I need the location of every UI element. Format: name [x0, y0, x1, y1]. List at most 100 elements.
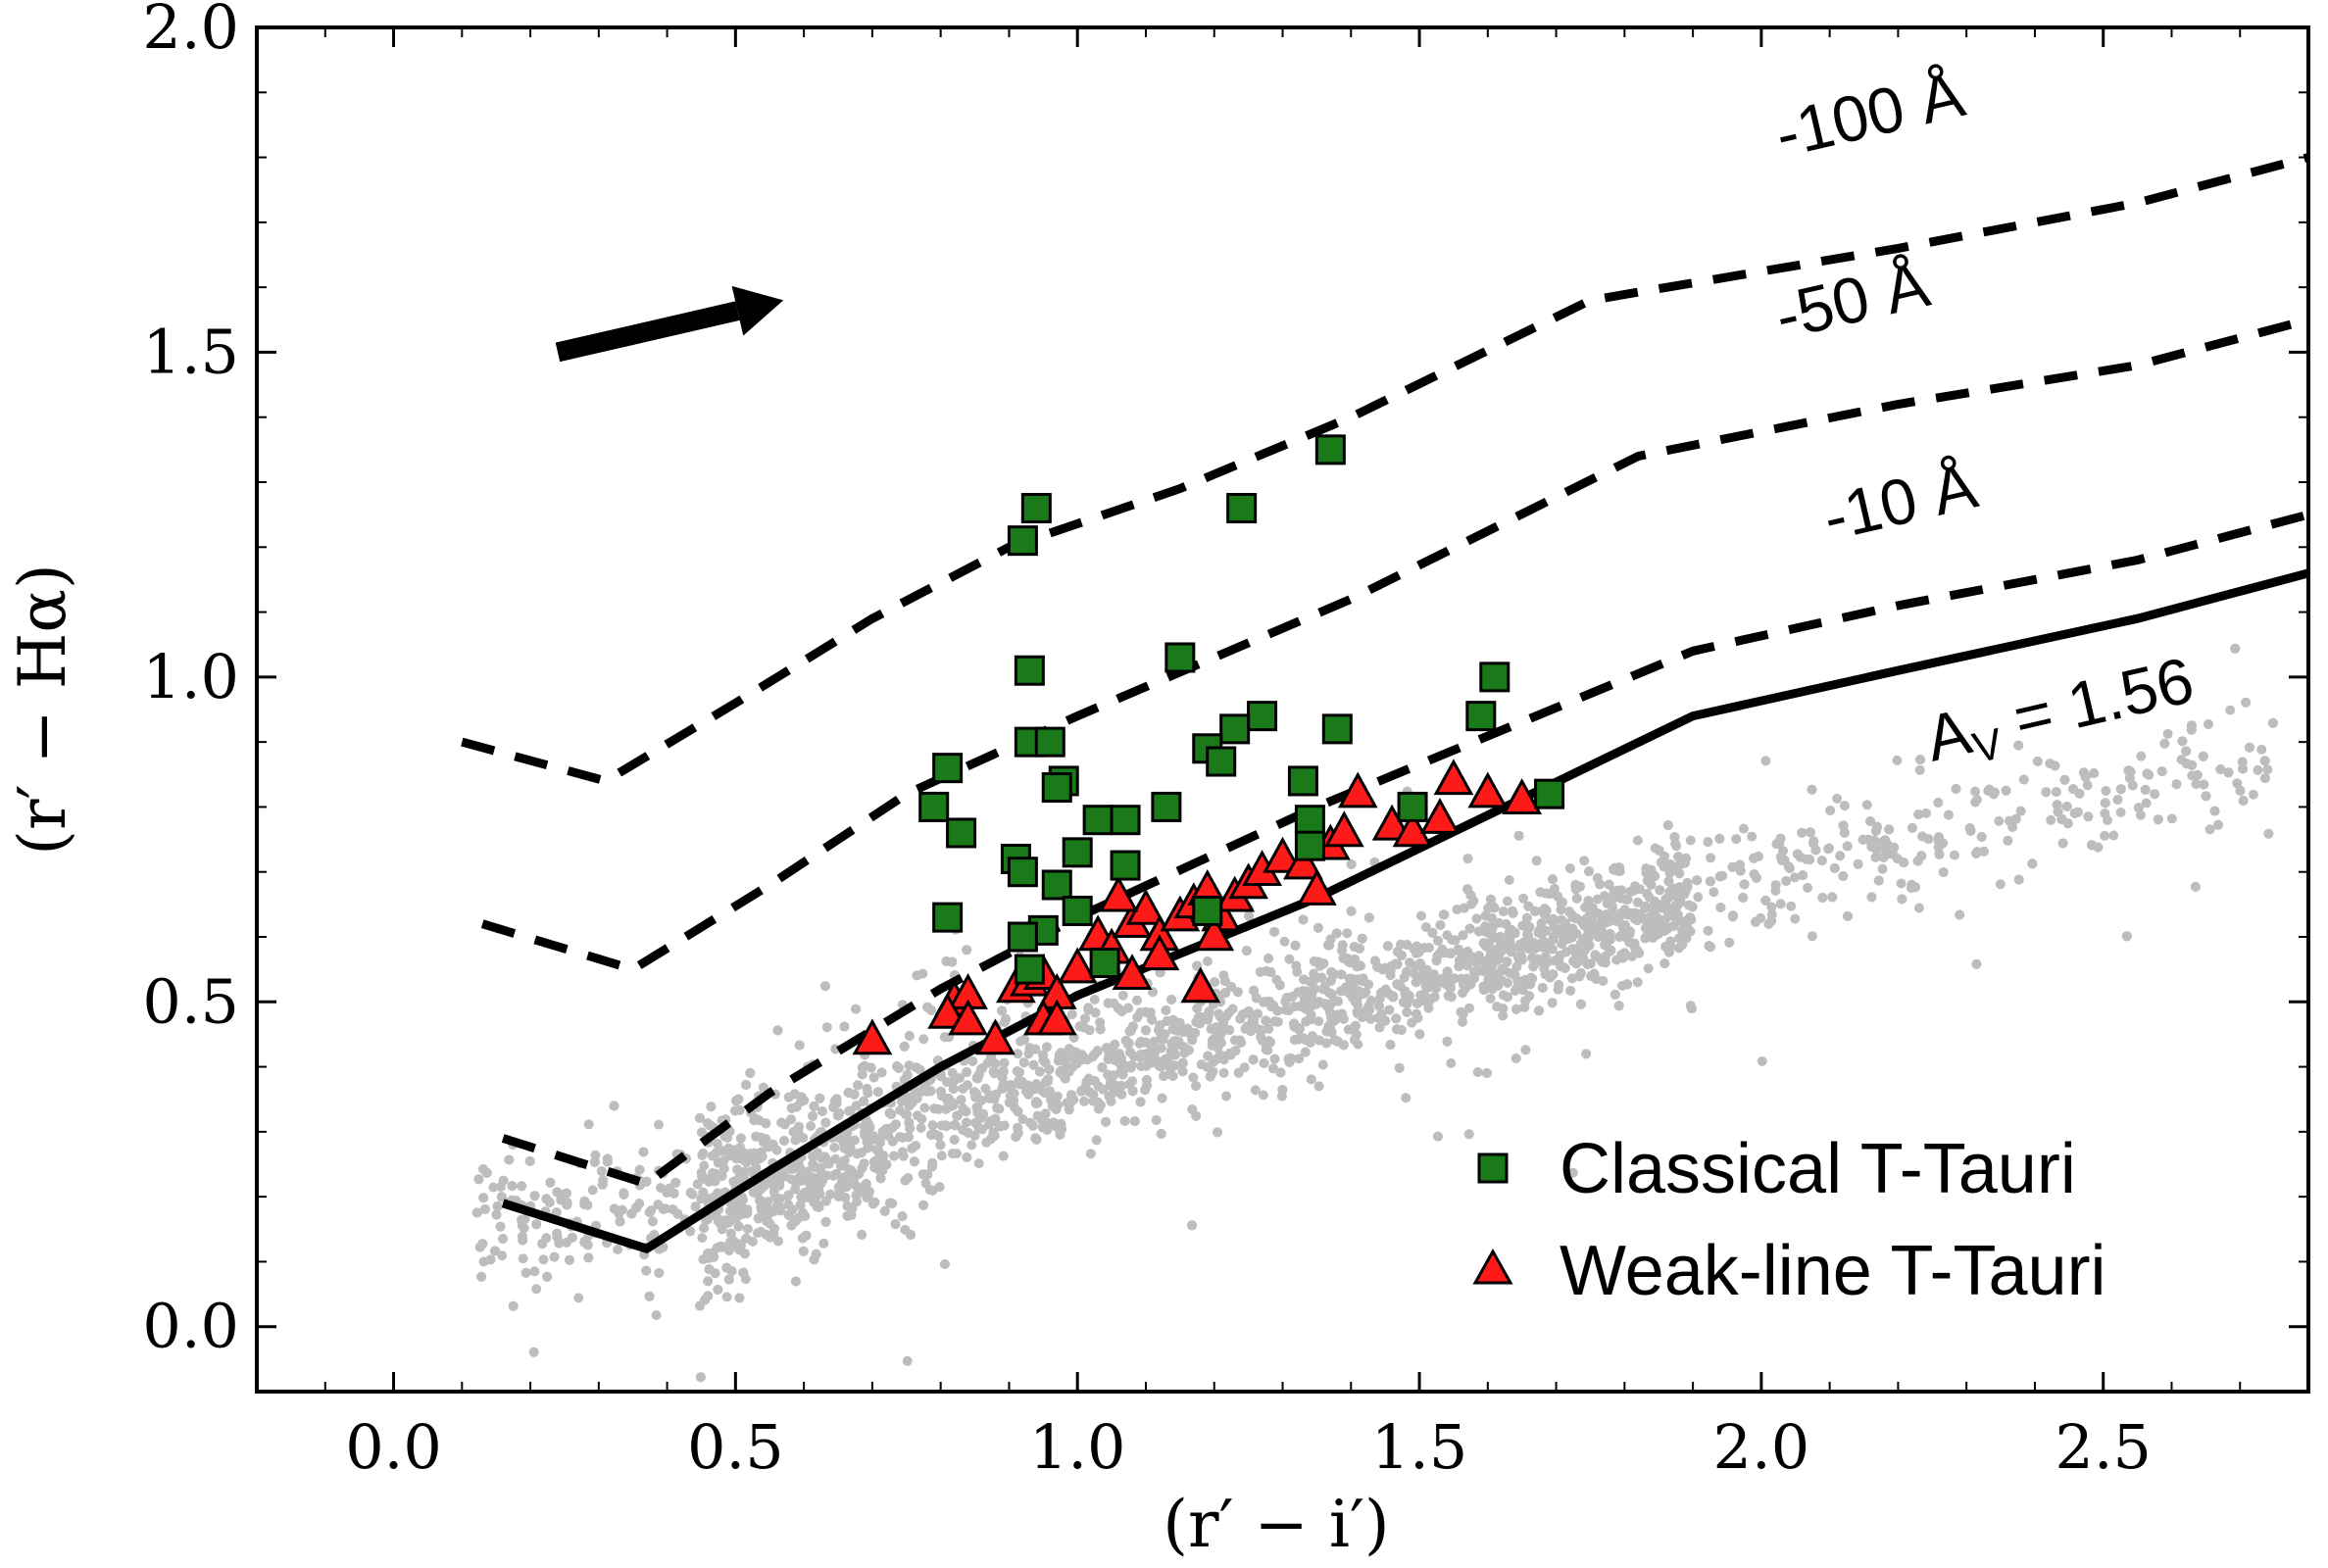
field-star-point: [1630, 943, 1641, 953]
field-star-point: [1790, 913, 1801, 924]
field-star-point: [1352, 1006, 1362, 1017]
field-star-point: [1585, 958, 1596, 969]
field-star-point: [2166, 813, 2177, 824]
field-star-point: [1829, 862, 1840, 873]
field-star-point: [1213, 1127, 1223, 1138]
field-star-point: [1896, 878, 1907, 889]
field-star-point: [1709, 887, 1719, 898]
field-star-point: [1205, 1071, 1215, 1082]
field-star-point: [860, 1130, 870, 1141]
field-star-point: [1221, 1091, 1231, 1102]
field-star-point: [2013, 740, 2024, 751]
field-star-point: [2253, 764, 2263, 775]
field-star-point: [1498, 1004, 1509, 1014]
field-star-point: [1613, 1001, 1624, 1011]
field-star-point: [1432, 1131, 1443, 1142]
field-star-point: [1191, 1081, 1202, 1091]
field-star-point: [868, 1156, 879, 1167]
field-star-point: [582, 1200, 593, 1210]
field-star-point: [1668, 921, 1679, 932]
field-star-point: [619, 1189, 629, 1200]
field-star-point: [1331, 928, 1342, 939]
field-star-point: [1290, 940, 1301, 951]
field-star-point: [1147, 1043, 1157, 1054]
field-star-point: [2199, 779, 2209, 790]
field-star-point: [507, 1181, 518, 1192]
field-star-scatter: [471, 643, 2278, 1383]
field-star-point: [1019, 1034, 1030, 1045]
field-star-point: [474, 1242, 485, 1252]
field-star-point: [1807, 784, 1817, 795]
field-star-point: [1034, 1066, 1045, 1077]
field-star-point: [841, 1135, 851, 1146]
field-star-point: [1775, 899, 1786, 909]
field-star-point: [1392, 959, 1403, 969]
field-star-point: [853, 1080, 864, 1091]
field-star-point: [656, 1183, 666, 1194]
field-star-point: [2032, 756, 2043, 766]
field-star-point: [1625, 886, 1636, 897]
field-star-point: [1154, 1060, 1164, 1071]
field-star-point: [582, 1240, 593, 1250]
field-star-point: [517, 1181, 527, 1192]
field-star-point: [1473, 951, 1484, 961]
field-star-point: [517, 1220, 527, 1231]
field-star-point: [1140, 1006, 1151, 1017]
field-star-point: [1728, 910, 1738, 921]
field-star-point: [1970, 786, 1981, 797]
field-star-point: [1442, 1036, 1453, 1047]
field-star-point: [783, 1209, 794, 1220]
field-star-point: [1605, 894, 1615, 905]
field-star-point: [2267, 717, 2278, 728]
field-star-point: [1797, 827, 1808, 838]
field-star-point: [1399, 972, 1410, 983]
field-star-point: [1346, 859, 1357, 869]
field-star-point: [1571, 893, 1582, 904]
field-star-point: [1522, 929, 1532, 940]
field-star-point: [1274, 980, 1285, 991]
field-star-point: [2115, 808, 2126, 817]
field-star-point: [1110, 1039, 1120, 1050]
field-star-point: [795, 1200, 806, 1210]
field-star-point: [794, 1040, 805, 1051]
field-star-point: [828, 1102, 839, 1112]
field-star-point: [1693, 892, 1704, 903]
field-star-point: [1294, 1023, 1305, 1034]
field-star-point: [1342, 928, 1353, 939]
field-star-point: [669, 1188, 679, 1199]
field-star-point: [1674, 882, 1685, 893]
field-star-point: [1416, 910, 1426, 921]
field-star-point: [1074, 1021, 1085, 1032]
field-star-point: [1622, 894, 1633, 905]
field-star-point: [1753, 851, 1763, 861]
field-star-point: [1040, 1108, 1051, 1119]
field-star-point: [1427, 927, 1438, 938]
field-star-point: [1677, 939, 1688, 950]
field-star-point: [1913, 903, 1924, 913]
field-star-point: [985, 1134, 996, 1145]
field-star-point: [1483, 940, 1494, 951]
field-star-point: [875, 1173, 886, 1184]
field-star-point: [587, 1185, 598, 1196]
field-star-point: [889, 1151, 899, 1161]
field-star-point: [596, 1166, 607, 1177]
field-star-point: [1269, 1054, 1280, 1064]
field-star-point: [1277, 1085, 1288, 1095]
field-star-point: [1497, 945, 1508, 956]
field-star-point: [1659, 861, 1669, 872]
field-star-point: [1541, 906, 1552, 916]
field-star-point: [723, 1274, 734, 1285]
field-star-point: [1519, 974, 1530, 985]
field-star-point: [906, 1230, 916, 1240]
field-star-point: [712, 1243, 722, 1253]
field-star-point: [1429, 992, 1440, 1003]
field-star-point: [2248, 789, 2258, 800]
field-star-point: [922, 1002, 933, 1012]
field-star-point: [1548, 969, 1559, 980]
field-star-point: [1091, 1135, 1102, 1146]
field-star-point: [1592, 873, 1603, 883]
field-star-point: [1263, 1023, 1273, 1034]
field-star-point: [1486, 969, 1497, 980]
field-star-point: [2237, 757, 2248, 767]
field-star-point: [1646, 864, 1657, 875]
